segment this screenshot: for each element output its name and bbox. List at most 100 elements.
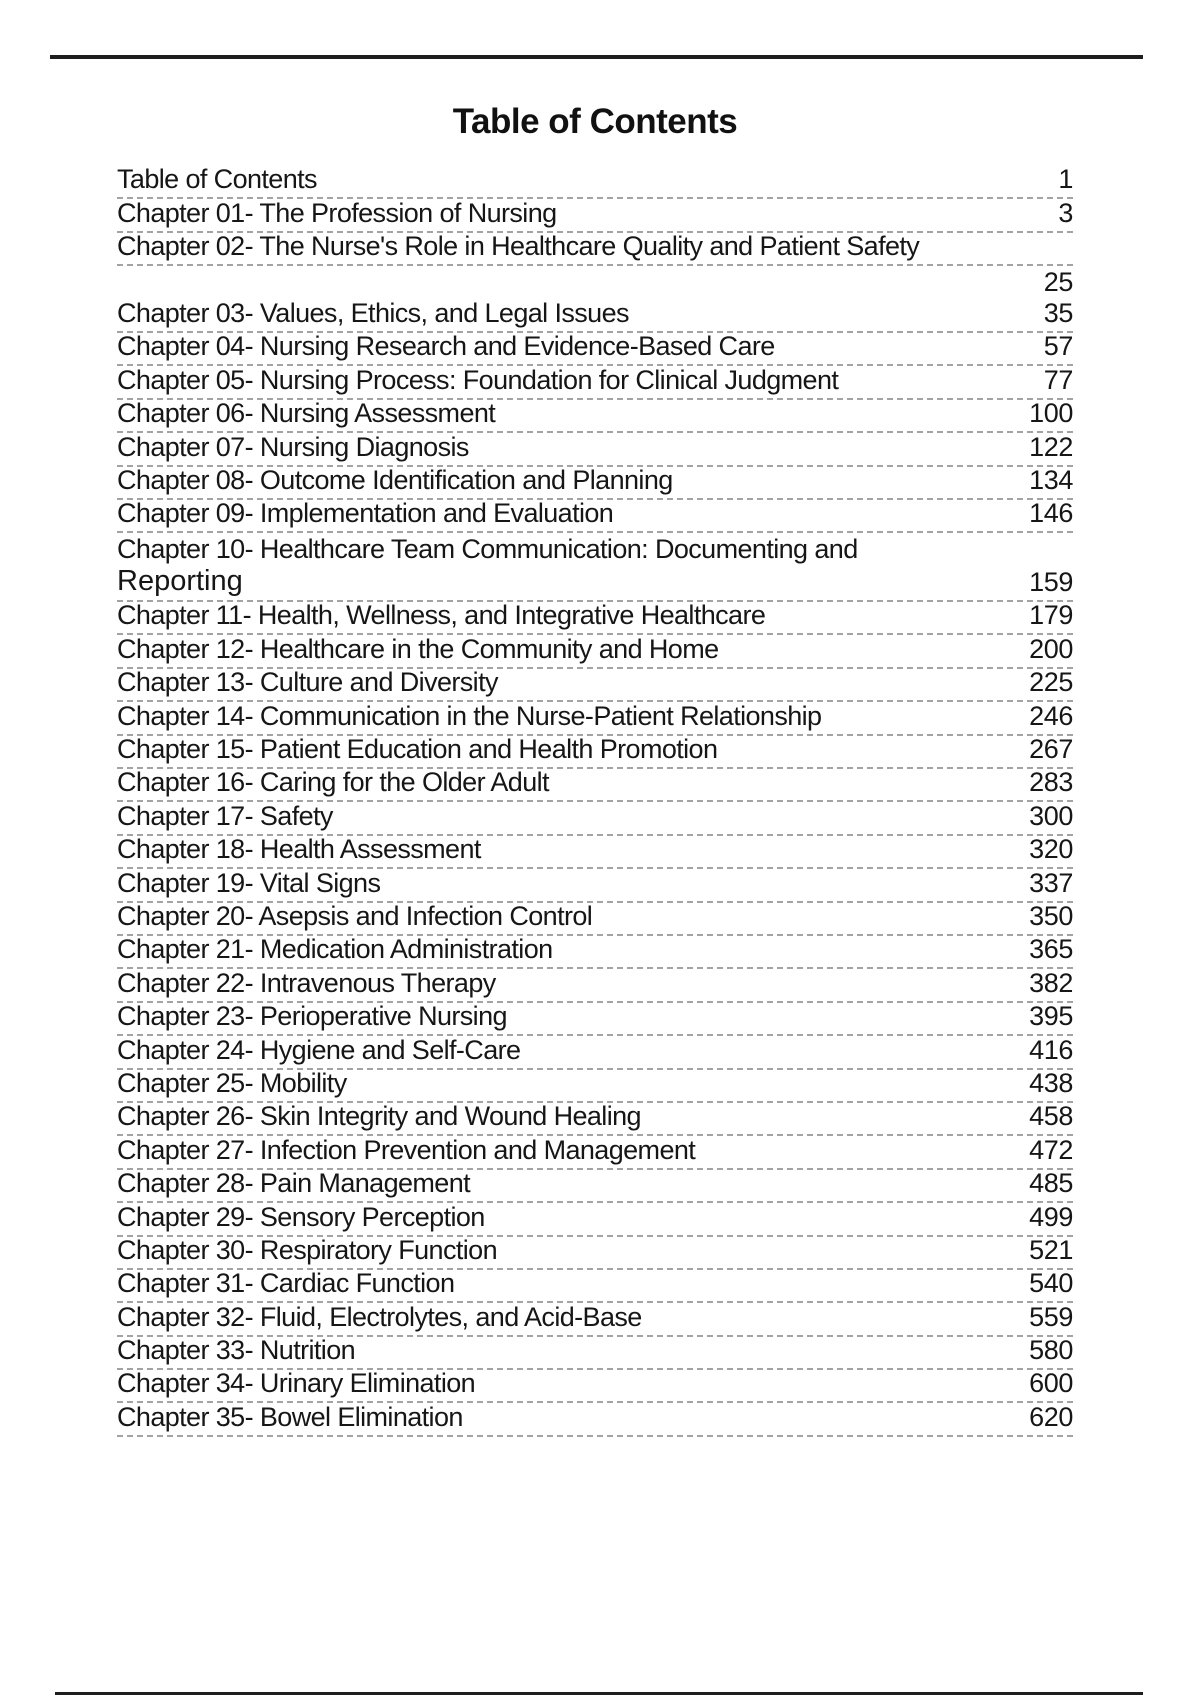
toc-entry-title: Chapter 26- Skin Integrity and Wound Hea… (117, 1101, 642, 1132)
toc-entry-title: Chapter 13- Culture and Diversity (117, 667, 498, 698)
toc-entry-page: 100 (1029, 398, 1073, 429)
toc-entry-title: Chapter 07- Nursing Diagnosis (117, 431, 469, 462)
toc-entry[interactable]: Table of Contents 1 (117, 164, 1073, 200)
toc-entry[interactable]: Chapter 11- Health, Wellness, and Integr… (117, 600, 1073, 636)
toc-entry-page: 246 (1029, 700, 1073, 731)
toc-entry[interactable]: Chapter 31- Cardiac Function 540 (117, 1268, 1073, 1304)
toc-entry[interactable]: Chapter 06- Nursing Assessment 100 (117, 398, 1073, 434)
toc-entry-page: 499 (1029, 1201, 1073, 1232)
toc-entry-page: 600 (1029, 1368, 1073, 1399)
top-rule (50, 55, 1143, 59)
toc-entry-page: 395 (1029, 1001, 1073, 1032)
toc-entry-page: 320 (1029, 834, 1073, 865)
bottom-rule (55, 1692, 1143, 1695)
toc-entry[interactable]: Chapter 23- Perioperative Nursing 395 (117, 1001, 1073, 1037)
page-title: Table of Contents (452, 102, 738, 141)
toc-entry-title: Chapter 15- Patient Education and Health… (117, 734, 718, 765)
toc-entry-title: Chapter 25- Mobility (117, 1067, 347, 1098)
toc-entry-page: 485 (1029, 1168, 1073, 1199)
toc-entry[interactable]: Chapter 21- Medication Administration 365 (117, 934, 1073, 970)
toc-entry[interactable]: Chapter 24- Hygiene and Self-Care 416 (117, 1034, 1073, 1070)
toc-entry[interactable]: Chapter 29- Sensory Perception 499 (117, 1201, 1073, 1237)
toc-entry-page: 35 (1043, 297, 1074, 328)
toc-entry[interactable]: Chapter 02- The Nurse's Role in Healthca… (117, 231, 1074, 300)
toc-entry-title: Chapter 19- Vital Signs (117, 867, 381, 898)
toc-entry-page: 458 (1029, 1101, 1073, 1132)
toc-entry-title: Chapter 29- Sensory Perception (117, 1201, 485, 1232)
toc-entry[interactable]: Chapter 19- Vital Signs 337 (117, 867, 1073, 903)
toc-entry-title: Chapter 11- Health, Wellness, and Integr… (117, 600, 766, 631)
toc-entry-page: 521 (1029, 1234, 1073, 1265)
toc-entry-page: 25 (1043, 266, 1074, 297)
toc-entry[interactable]: Chapter 10- Healthcare Team Communicatio… (117, 533, 1073, 603)
toc-entry-title: Chapter 24- Hygiene and Self-Care (117, 1034, 521, 1065)
toc-entry-title: Chapter 02- The Nurse's Role in Healthca… (117, 231, 920, 262)
toc-entry[interactable]: Chapter 28- Pain Management 485 (117, 1168, 1073, 1204)
toc-entry-title-cont: Reporting (117, 565, 243, 598)
toc-entry-title: Chapter 05- Nursing Process: Foundation … (117, 364, 839, 395)
toc-entry-title: Chapter 30- Respiratory Function (117, 1234, 498, 1265)
toc-entry-title: Chapter 35- Bowel Elimination (117, 1401, 463, 1432)
toc-entry[interactable]: Chapter 03- Values, Ethics, and Legal Is… (117, 297, 1074, 333)
toc-entry-title: Chapter 28- Pain Management (117, 1168, 471, 1199)
toc-entry[interactable]: Chapter 26- Skin Integrity and Wound Hea… (117, 1101, 1073, 1137)
toc-entry[interactable]: Chapter 04- Nursing Research and Evidenc… (117, 331, 1074, 367)
toc-entry[interactable]: Chapter 33- Nutrition 580 (117, 1335, 1073, 1371)
toc-entry-title: Chapter 09- Implementation and Evaluatio… (117, 498, 614, 529)
toc-entry[interactable]: Chapter 17- Safety 300 (117, 800, 1073, 836)
toc-entry-title: Chapter 34- Urinary Elimination (117, 1368, 476, 1399)
toc-entry-page: 350 (1029, 900, 1073, 931)
toc-entry[interactable]: Chapter 15- Patient Education and Health… (117, 734, 1073, 770)
toc-entry[interactable]: Chapter 35- Bowel Elimination 620 (117, 1401, 1073, 1437)
toc-entry-title: Table of Contents (117, 164, 318, 195)
toc-entry-title: Chapter 32- Fluid, Electrolytes, and Aci… (117, 1301, 642, 1332)
toc-entry[interactable]: Chapter 12- Healthcare in the Community … (117, 633, 1073, 669)
toc-entry-title: Chapter 33- Nutrition (117, 1335, 356, 1366)
toc-entry-page: 77 (1043, 364, 1074, 395)
toc-entry-page: 134 (1029, 464, 1073, 495)
toc-entry-title: Chapter 04- Nursing Research and Evidenc… (117, 331, 775, 362)
toc-entry-title: Chapter 08- Outcome Identification and P… (117, 464, 673, 495)
toc-entry[interactable]: Chapter 09- Implementation and Evaluatio… (117, 498, 1073, 534)
toc-entry-page: 300 (1029, 800, 1073, 831)
toc-entry[interactable]: Chapter 01- The Profession of Nursing 3 (117, 198, 1073, 233)
toc-entry-title: Chapter 22- Intravenous Therapy (117, 967, 496, 998)
toc-entry-title: Chapter 14- Communication in the Nurse-P… (117, 700, 822, 731)
toc-entry-title: Chapter 17- Safety (117, 800, 333, 831)
toc-entry[interactable]: Chapter 08- Outcome Identification and P… (117, 464, 1073, 500)
toc-entry[interactable]: Chapter 14- Communication in the Nurse-P… (117, 700, 1073, 736)
toc-entry-page: 122 (1029, 431, 1073, 462)
toc-entry-title: Chapter 23- Perioperative Nursing (117, 1001, 508, 1032)
toc-entry-page: 438 (1029, 1067, 1073, 1098)
toc-entry[interactable]: Chapter 30- Respiratory Function 521 (117, 1234, 1073, 1270)
toc-entry[interactable]: Chapter 25- Mobility 438 (117, 1067, 1073, 1103)
toc-entry-title: Chapter 06- Nursing Assessment (117, 398, 496, 429)
toc-entry-page: 382 (1029, 967, 1073, 998)
toc-entry-page: 57 (1043, 331, 1074, 362)
toc-entry[interactable]: Chapter 27- Infection Prevention and Man… (117, 1134, 1073, 1170)
toc-entry-title: Chapter 16- Caring for the Older Adult (117, 767, 550, 798)
toc-entry[interactable]: Chapter 05- Nursing Process: Foundation … (117, 364, 1074, 400)
toc-entry[interactable]: Chapter 22- Intravenous Therapy 382 (117, 967, 1073, 1003)
toc-entry-page: 580 (1029, 1335, 1073, 1366)
toc-entry-page: 225 (1029, 667, 1073, 698)
toc-entry[interactable]: Chapter 20- Asepsis and Infection Contro… (117, 900, 1073, 936)
toc-entry-title: Chapter 31- Cardiac Function (117, 1268, 455, 1299)
toc-entry-title: Chapter 03- Values, Ethics, and Legal Is… (117, 297, 630, 328)
toc-entry-page: 620 (1029, 1401, 1073, 1432)
toc-entry[interactable]: Chapter 16- Caring for the Older Adult 28… (117, 767, 1073, 803)
toc-entry-page: 159 (1029, 567, 1073, 598)
toc-entry-title: Chapter 20- Asepsis and Infection Contro… (117, 900, 593, 931)
toc-entry-page: 472 (1029, 1134, 1073, 1165)
toc-entry-title: Chapter 12- Healthcare in the Community … (117, 633, 719, 664)
toc-entry[interactable]: Chapter 18- Health Assessment 320 (117, 834, 1073, 870)
toc-entry-title: Chapter 10- Healthcare Team Communicatio… (117, 533, 858, 564)
toc-entry[interactable]: Chapter 34- Urinary Elimination 600 (117, 1368, 1073, 1404)
toc-entry-page: 200 (1029, 633, 1073, 664)
toc-entry[interactable]: Chapter 07- Nursing Diagnosis 122 (117, 431, 1073, 467)
toc-entry-title: Chapter 18- Health Assessment (117, 834, 481, 865)
toc-entry[interactable]: Chapter 13- Culture and Diversity 225 (117, 667, 1073, 703)
toc-entry[interactable]: Chapter 32- Fluid, Electrolytes, and Aci… (117, 1301, 1073, 1337)
toc-entry-page: 179 (1029, 600, 1073, 631)
toc-entry-title: Chapter 27- Infection Prevention and Man… (117, 1134, 696, 1165)
